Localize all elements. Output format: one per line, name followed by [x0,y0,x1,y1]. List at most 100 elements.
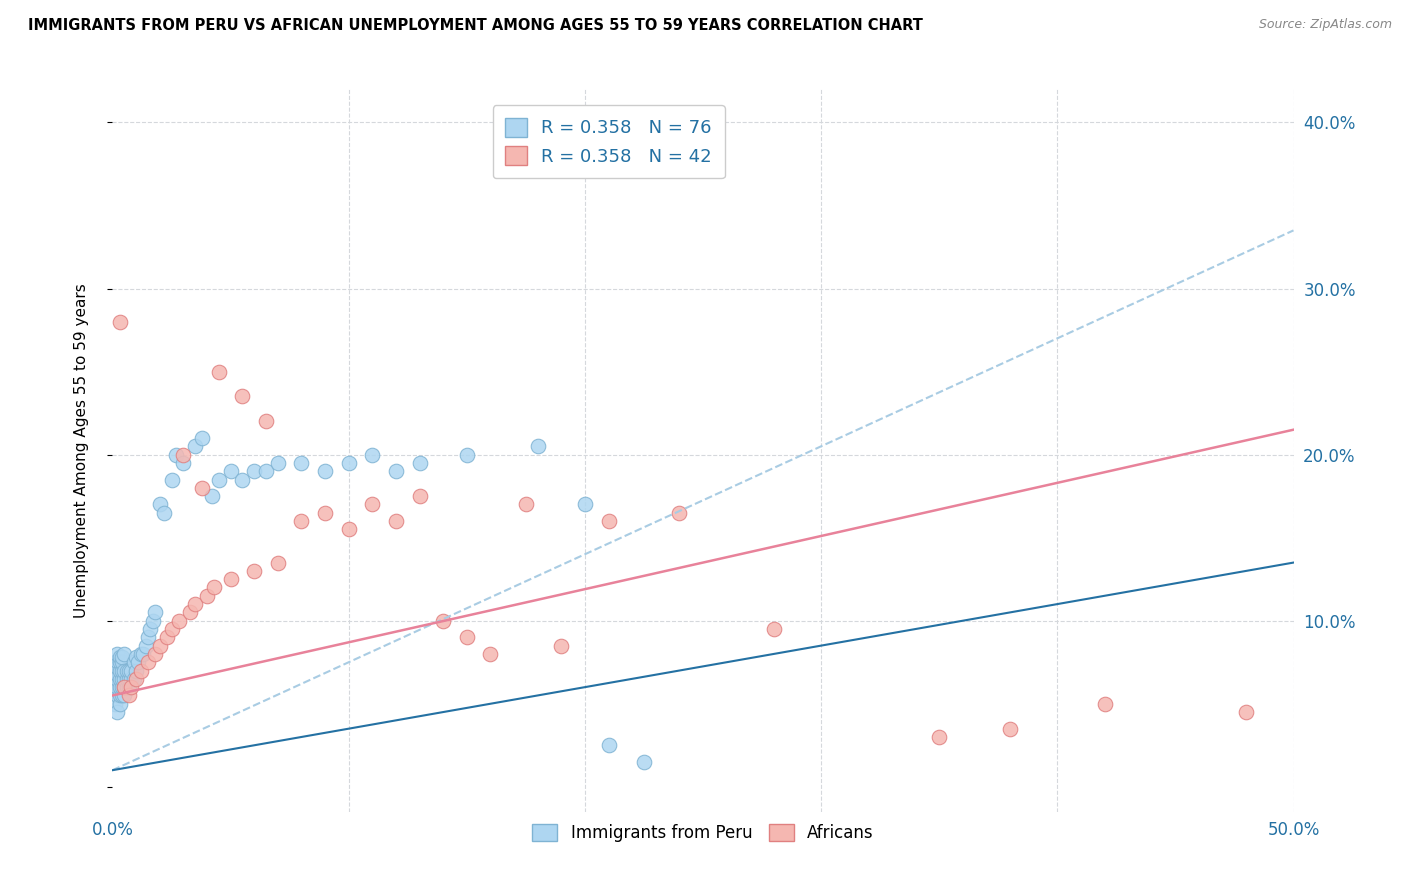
Point [111,650,134,665]
Point [125,650,148,665]
Point [167,614,190,628]
Point [118,664,141,678]
Point [105,680,128,694]
Point [149,498,172,512]
Point [179,606,201,620]
Point [479,647,502,661]
Point [104,672,127,686]
Point [408,489,430,503]
Point [127,655,149,669]
Point [337,522,360,536]
Point [1234,705,1257,719]
Point [125,664,148,678]
Point [172,448,194,462]
Point [160,622,183,636]
Point [598,739,620,753]
Point [108,650,131,665]
Point [456,630,478,644]
Point [195,589,218,603]
Point [762,622,785,636]
Point [115,664,138,678]
Point [105,660,128,674]
Point [115,672,138,686]
Point [136,655,159,669]
Point [243,464,266,478]
Point [105,647,128,661]
Text: Source: ZipAtlas.com: Source: ZipAtlas.com [1258,18,1392,31]
Y-axis label: Unemployment Among Ages 55 to 59 years: Unemployment Among Ages 55 to 59 years [75,283,89,618]
Point [172,456,194,470]
Point [202,581,225,595]
Point [112,672,135,686]
Point [108,672,131,686]
Point [108,315,131,329]
Point [129,647,152,661]
Point [550,639,572,653]
Point [104,680,127,694]
Point [314,506,336,520]
Point [191,481,214,495]
Point [112,664,135,678]
Point [208,473,231,487]
Point [105,654,128,668]
Point [108,689,131,703]
Point [112,680,135,694]
Point [267,556,290,570]
Point [1094,697,1116,711]
Point [143,606,166,620]
Point [243,564,266,578]
Point [290,514,312,528]
Point [111,689,134,703]
Point [254,414,277,428]
Point [105,689,128,703]
Point [201,489,224,503]
Point [385,514,408,528]
Point [231,389,253,403]
Point [361,448,384,462]
Point [122,655,145,669]
Point [290,456,312,470]
Point [125,672,148,686]
Point [115,680,138,694]
Point [112,647,135,661]
Point [191,431,214,445]
Point [122,672,145,686]
Point [104,697,127,711]
Point [219,572,242,586]
Point [111,655,134,669]
Point [111,680,134,694]
Point [104,655,127,669]
Point [135,639,157,653]
Point [139,622,162,636]
Point [408,456,430,470]
Point [132,647,155,661]
Point [184,597,207,611]
Point [267,456,290,470]
Point [314,464,336,478]
Text: IMMIGRANTS FROM PERU VS AFRICAN UNEMPLOYMENT AMONG AGES 55 TO 59 YEARS CORRELATI: IMMIGRANTS FROM PERU VS AFRICAN UNEMPLOY… [28,18,922,33]
Point [160,473,183,487]
Point [668,506,690,520]
Legend: Immigrants from Peru, Africans: Immigrants from Peru, Africans [524,815,882,850]
Point [184,439,207,453]
Point [118,672,141,686]
Point [456,448,478,462]
Point [337,456,360,470]
Point [105,672,128,686]
Point [112,680,135,694]
Point [219,464,242,478]
Point [118,689,141,703]
Point [598,514,620,528]
Point [136,630,159,644]
Point [515,498,537,512]
Point [108,697,131,711]
Point [526,439,548,453]
Point [105,666,128,681]
Point [120,680,142,694]
Point [118,680,141,694]
Point [143,647,166,661]
Point [254,464,277,478]
Point [120,664,142,678]
Point [208,365,231,379]
Point [156,630,179,644]
